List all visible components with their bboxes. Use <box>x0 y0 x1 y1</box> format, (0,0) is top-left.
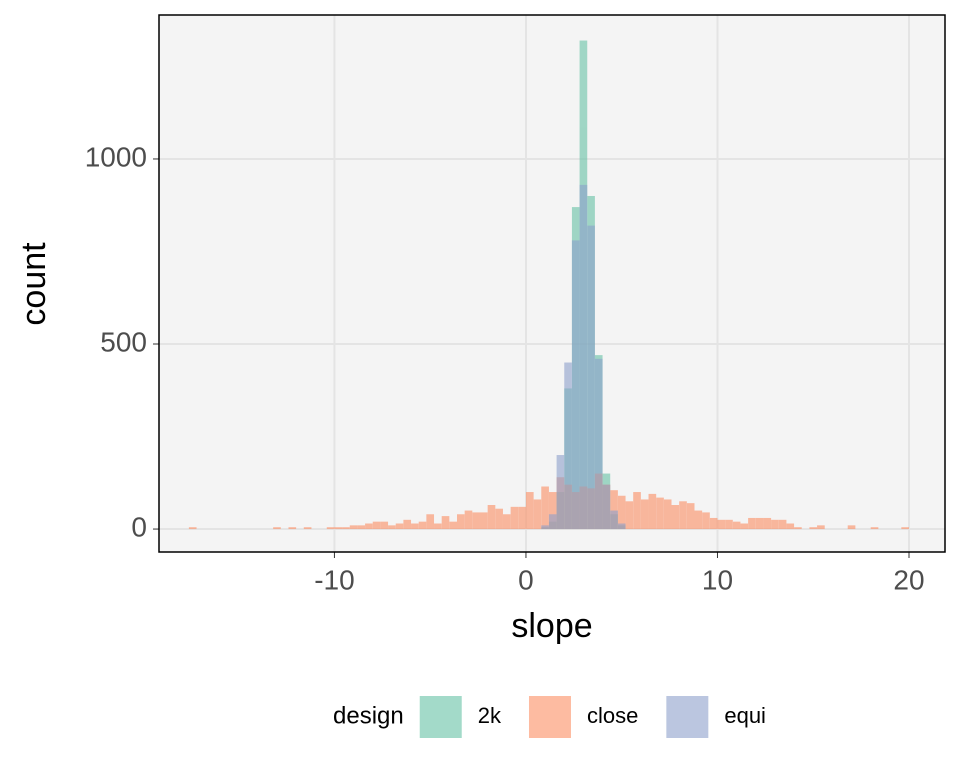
histogram-bar <box>663 499 672 530</box>
y-tick-label: 500 <box>100 326 147 357</box>
x-tick-label: 0 <box>518 564 534 595</box>
histogram-bar <box>648 493 657 530</box>
panel-background <box>159 15 945 552</box>
histogram-bar <box>479 512 488 530</box>
legend-item: equi <box>666 696 766 738</box>
legend-label: 2k <box>478 703 502 728</box>
legend-key <box>419 696 462 738</box>
histogram-bar <box>610 490 618 530</box>
x-axis-title: slope <box>511 607 592 645</box>
histogram-bar <box>464 510 473 530</box>
histogram-bar <box>686 503 695 530</box>
histogram-bar <box>763 517 772 530</box>
histogram-bar <box>594 358 603 530</box>
x-tick-label: 10 <box>702 564 733 595</box>
legend-key <box>528 696 571 738</box>
histogram-bar <box>457 514 465 530</box>
histogram-bar <box>617 495 626 530</box>
histogram-bar <box>640 499 649 530</box>
histogram-bar <box>740 523 749 530</box>
histogram-bar <box>556 455 565 530</box>
histogram-bar <box>548 514 557 530</box>
histogram-bar <box>365 523 373 530</box>
histogram-bar <box>786 523 795 530</box>
legend-label: equi <box>724 703 766 728</box>
histogram-bar <box>326 527 335 530</box>
legend-item: 2k <box>419 696 502 738</box>
histogram-bar <box>487 504 496 530</box>
histogram-bar <box>342 527 350 530</box>
histogram-bar <box>725 519 733 530</box>
histogram-bar <box>633 492 641 530</box>
histogram-bar <box>357 525 366 530</box>
histogram-bar <box>434 523 442 530</box>
histogram-bar <box>273 527 281 530</box>
histogram-bar <box>495 508 503 530</box>
histogram-bar <box>901 527 909 530</box>
histogram-bar <box>587 225 595 530</box>
histogram-bar <box>709 517 718 530</box>
histogram-bar <box>548 492 557 530</box>
legend-title: design <box>333 702 404 729</box>
histogram-bar <box>372 521 381 530</box>
histogram-bar <box>579 184 588 530</box>
x-tick-label: 20 <box>893 564 924 595</box>
legend-label: close <box>587 703 638 728</box>
histogram-bar <box>817 525 825 530</box>
histogram-bar <box>525 492 534 530</box>
panel-border <box>158 14 946 553</box>
histogram-bar <box>809 527 818 530</box>
x-tick-label: -10 <box>314 564 354 595</box>
legend-item: close <box>528 696 638 738</box>
histogram-bar <box>303 527 312 530</box>
histogram-bar <box>679 501 687 530</box>
histogram-bar <box>541 525 549 530</box>
histogram-bar <box>388 525 396 530</box>
histogram-bar <box>694 510 703 530</box>
histogram-bar <box>510 506 519 530</box>
histogram-bar <box>571 240 580 530</box>
histogram-bar <box>732 521 741 530</box>
histogram-bar <box>426 514 435 530</box>
histogram-bar <box>617 523 626 530</box>
histogram-bar <box>771 519 779 530</box>
histogram-bar <box>625 501 634 530</box>
histogram-bar <box>533 499 542 530</box>
histogram-bar <box>518 506 526 530</box>
y-axis-title: count <box>15 242 53 326</box>
legend-key <box>666 696 709 738</box>
histogram-bar <box>449 521 458 530</box>
histogram-bar <box>755 517 764 530</box>
histogram-bar <box>502 514 511 530</box>
y-tick-label: 0 <box>131 511 147 542</box>
histogram-bar <box>794 527 802 530</box>
histogram-bar <box>702 512 710 530</box>
histogram-bar <box>610 510 618 530</box>
histogram-bar <box>441 516 450 530</box>
histogram-bar <box>472 512 480 530</box>
histogram-series <box>541 184 626 530</box>
histogram-bar <box>334 527 343 530</box>
histogram-bar <box>541 486 549 530</box>
histogram-bar <box>288 527 297 530</box>
histogram-bar <box>380 521 389 530</box>
histogram-bar <box>671 504 680 530</box>
histogram-bar <box>748 517 756 530</box>
histogram-bar <box>717 519 726 530</box>
histogram-bar <box>403 519 412 530</box>
y-tick-label: 1000 <box>85 141 147 172</box>
histogram-bar <box>349 525 358 530</box>
histogram-bar <box>656 497 664 530</box>
histogram-bar <box>188 527 197 530</box>
histogram-bar <box>602 484 611 530</box>
legend: design 2k close equi <box>333 696 766 738</box>
histogram-bar <box>564 362 572 530</box>
histogram-bar <box>411 523 419 530</box>
histogram-bar <box>395 523 404 530</box>
histogram-bar <box>778 519 787 530</box>
histogram-bar <box>418 521 427 530</box>
histogram-bar <box>870 527 879 530</box>
histogram-bar <box>847 525 856 530</box>
